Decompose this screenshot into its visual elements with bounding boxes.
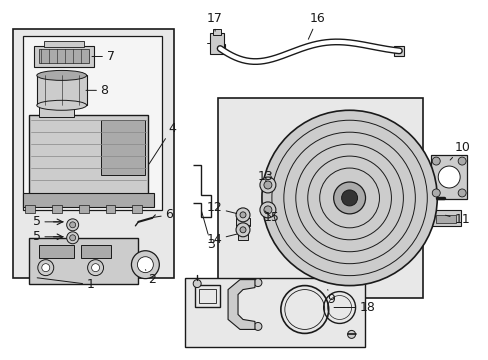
Text: 1: 1 xyxy=(37,278,94,291)
Text: 5: 5 xyxy=(33,230,63,243)
Circle shape xyxy=(260,177,275,193)
Circle shape xyxy=(137,257,153,273)
Text: 16: 16 xyxy=(308,12,325,39)
Text: 6: 6 xyxy=(151,208,173,221)
Circle shape xyxy=(347,330,355,338)
Bar xyxy=(81,245,110,258)
Bar xyxy=(39,49,88,63)
Circle shape xyxy=(333,182,365,214)
Ellipse shape xyxy=(37,71,86,80)
Circle shape xyxy=(193,280,201,288)
Circle shape xyxy=(240,227,245,233)
Circle shape xyxy=(341,190,357,206)
Bar xyxy=(29,115,148,195)
Bar xyxy=(199,289,216,302)
Circle shape xyxy=(240,212,245,218)
Text: 14: 14 xyxy=(206,233,236,246)
Bar xyxy=(238,233,247,240)
Bar xyxy=(13,28,174,278)
Circle shape xyxy=(262,110,436,285)
Circle shape xyxy=(66,219,79,231)
Circle shape xyxy=(38,260,54,276)
Text: 2: 2 xyxy=(145,270,156,286)
Circle shape xyxy=(253,279,262,287)
Polygon shape xyxy=(227,280,254,329)
Bar xyxy=(132,205,142,213)
Ellipse shape xyxy=(37,100,86,110)
Bar xyxy=(185,278,364,347)
Ellipse shape xyxy=(437,166,459,188)
Bar xyxy=(394,46,404,56)
Bar xyxy=(44,41,83,46)
Circle shape xyxy=(236,223,249,237)
Text: 7: 7 xyxy=(92,50,114,63)
Circle shape xyxy=(431,157,439,165)
Bar xyxy=(39,104,74,117)
Bar xyxy=(29,238,138,284)
Bar xyxy=(23,193,154,207)
Text: 5: 5 xyxy=(33,215,63,228)
Text: 15: 15 xyxy=(264,211,279,224)
Text: 17: 17 xyxy=(207,12,223,31)
Text: 12: 12 xyxy=(206,201,236,215)
Text: 10: 10 xyxy=(449,141,469,160)
Circle shape xyxy=(69,235,76,241)
Bar xyxy=(105,205,115,213)
Text: 13: 13 xyxy=(258,170,273,183)
Bar xyxy=(25,205,35,213)
Circle shape xyxy=(69,222,76,228)
Circle shape xyxy=(264,181,271,189)
Circle shape xyxy=(236,208,249,222)
Bar xyxy=(195,285,220,306)
Bar xyxy=(218,98,423,298)
Circle shape xyxy=(457,157,465,165)
Text: 8: 8 xyxy=(86,84,108,97)
Text: 11: 11 xyxy=(445,213,469,226)
Circle shape xyxy=(41,264,50,272)
Bar xyxy=(430,210,460,226)
Bar xyxy=(39,245,74,258)
Bar xyxy=(215,44,224,54)
Text: 3: 3 xyxy=(201,211,215,251)
Circle shape xyxy=(131,251,159,279)
Text: 18: 18 xyxy=(333,301,375,314)
Bar xyxy=(435,215,455,223)
Circle shape xyxy=(91,264,100,272)
Circle shape xyxy=(457,189,465,197)
Bar xyxy=(210,32,224,54)
Bar xyxy=(262,182,273,188)
Bar xyxy=(37,75,86,105)
Bar xyxy=(23,36,162,210)
Bar xyxy=(236,218,249,226)
Bar xyxy=(213,28,221,35)
Bar xyxy=(52,205,61,213)
Bar xyxy=(34,45,93,67)
Text: 9: 9 xyxy=(327,289,335,306)
Circle shape xyxy=(431,189,439,197)
Circle shape xyxy=(87,260,103,276)
Bar xyxy=(79,205,88,213)
Circle shape xyxy=(264,206,271,214)
Circle shape xyxy=(66,232,79,244)
Bar xyxy=(101,120,145,175)
Circle shape xyxy=(253,323,262,330)
Text: 4: 4 xyxy=(149,122,176,164)
Circle shape xyxy=(260,202,275,218)
Bar xyxy=(430,155,466,199)
